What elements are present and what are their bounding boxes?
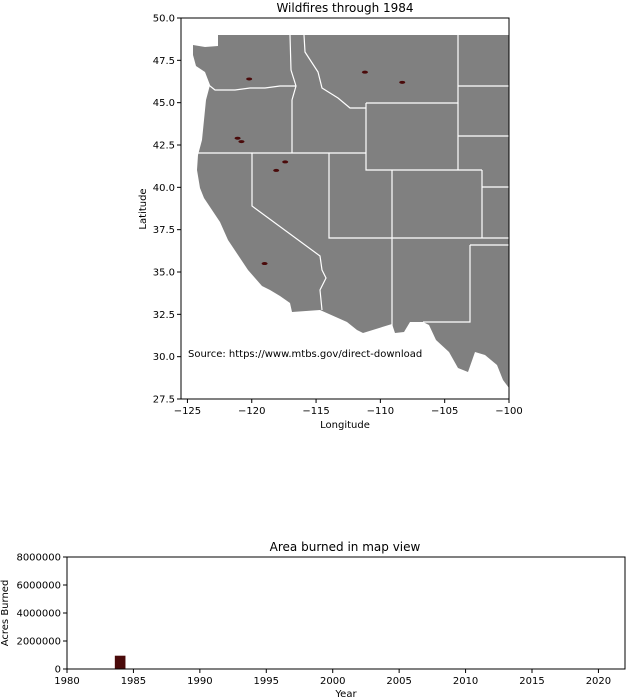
fire-point: [399, 80, 406, 84]
map-title: Wildfires through 1984: [276, 1, 413, 15]
western-us-landmass: [193, 35, 509, 388]
bar-x-tick-label: 1985: [121, 676, 146, 687]
bar-x-tick-label: 2005: [386, 676, 411, 687]
bars: [114, 655, 126, 669]
map-y-tick-label: 45.0: [153, 98, 175, 109]
map-y-tick-label: 27.5: [153, 395, 175, 406]
bar-y-tick-label: 8000000: [16, 553, 61, 564]
map-y-tick-label: 32.5: [153, 310, 175, 321]
map-y-tick-label: 40.0: [153, 183, 175, 194]
fire-points: [234, 70, 406, 266]
map-chart: Wildfires through 1984: [138, 1, 523, 431]
state-borders: [198, 34, 509, 330]
map-y-tick-label: 35.0: [153, 268, 175, 279]
map-y-label: Latitude: [138, 188, 149, 229]
map-y-tick-label: 42.5: [153, 141, 175, 152]
bar-x-tick-label: 1980: [54, 676, 79, 687]
fire-point: [282, 160, 289, 164]
bar-y-tick-label: 6000000: [16, 581, 61, 592]
map-y-tick-label: 30.0: [153, 352, 175, 363]
map-frame: [180, 17, 510, 400]
map-plot-area: [180, 17, 510, 400]
bar-1984: [114, 655, 126, 669]
bar-y-tick-label: 0: [55, 665, 61, 676]
map-x-tick-label: −120: [238, 406, 265, 417]
bar-x-tick-label: 2000: [320, 676, 345, 687]
map-x-tick-label: −105: [431, 406, 458, 417]
map-y-tick-label: 47.5: [153, 56, 175, 67]
map-y-ticks: 27.5 30.0 32.5 35.0 37.5 40.0 42.5 45.0 47.5 50.0: [153, 14, 181, 406]
bar-chart: Area burned in map view 1980 1985 1990 1995…: [0, 540, 626, 698]
bar-y-tick-label: 2000000: [16, 637, 61, 648]
fire-point: [246, 77, 253, 81]
map-y-tick-label: 50.0: [153, 14, 175, 25]
bar-y-tick-label: 4000000: [16, 609, 61, 620]
map-x-label: Longitude: [320, 420, 370, 431]
map-y-tick-label: 37.5: [153, 225, 175, 236]
map-x-ticks: −125 −120 −115 −110 −105 −100: [174, 399, 523, 417]
bar-title: Area burned in map view: [270, 540, 421, 554]
fire-point: [238, 140, 245, 144]
source-note: Source: https://www.mtbs.gov/direct-down…: [188, 349, 422, 360]
bar-x-tick-label: 1995: [254, 676, 279, 687]
bar-frame: [66, 556, 626, 670]
fire-point: [361, 70, 368, 74]
map-x-tick-label: −100: [495, 406, 522, 417]
map-x-tick-label: −125: [174, 406, 201, 417]
bar-x-tick-label: 2015: [519, 676, 544, 687]
bar-y-ticks: 0 2000000 4000000 6000000 8000000: [16, 553, 67, 676]
map-x-tick-label: −115: [302, 406, 329, 417]
bar-x-tick-label: 1990: [187, 676, 212, 687]
map-x-tick-label: −110: [367, 406, 394, 417]
bar-x-label: Year: [334, 689, 357, 698]
fire-point: [261, 262, 268, 266]
fire-point: [234, 136, 241, 140]
bar-x-ticks: 1980 1985 1990 1995 2000 2005 2010 2015 2020: [54, 669, 611, 687]
bar-y-label: Acres Burned: [0, 580, 11, 647]
bar-x-tick-label: 2010: [453, 676, 478, 687]
fire-point: [273, 168, 280, 172]
bar-x-tick-label: 2020: [586, 676, 611, 687]
